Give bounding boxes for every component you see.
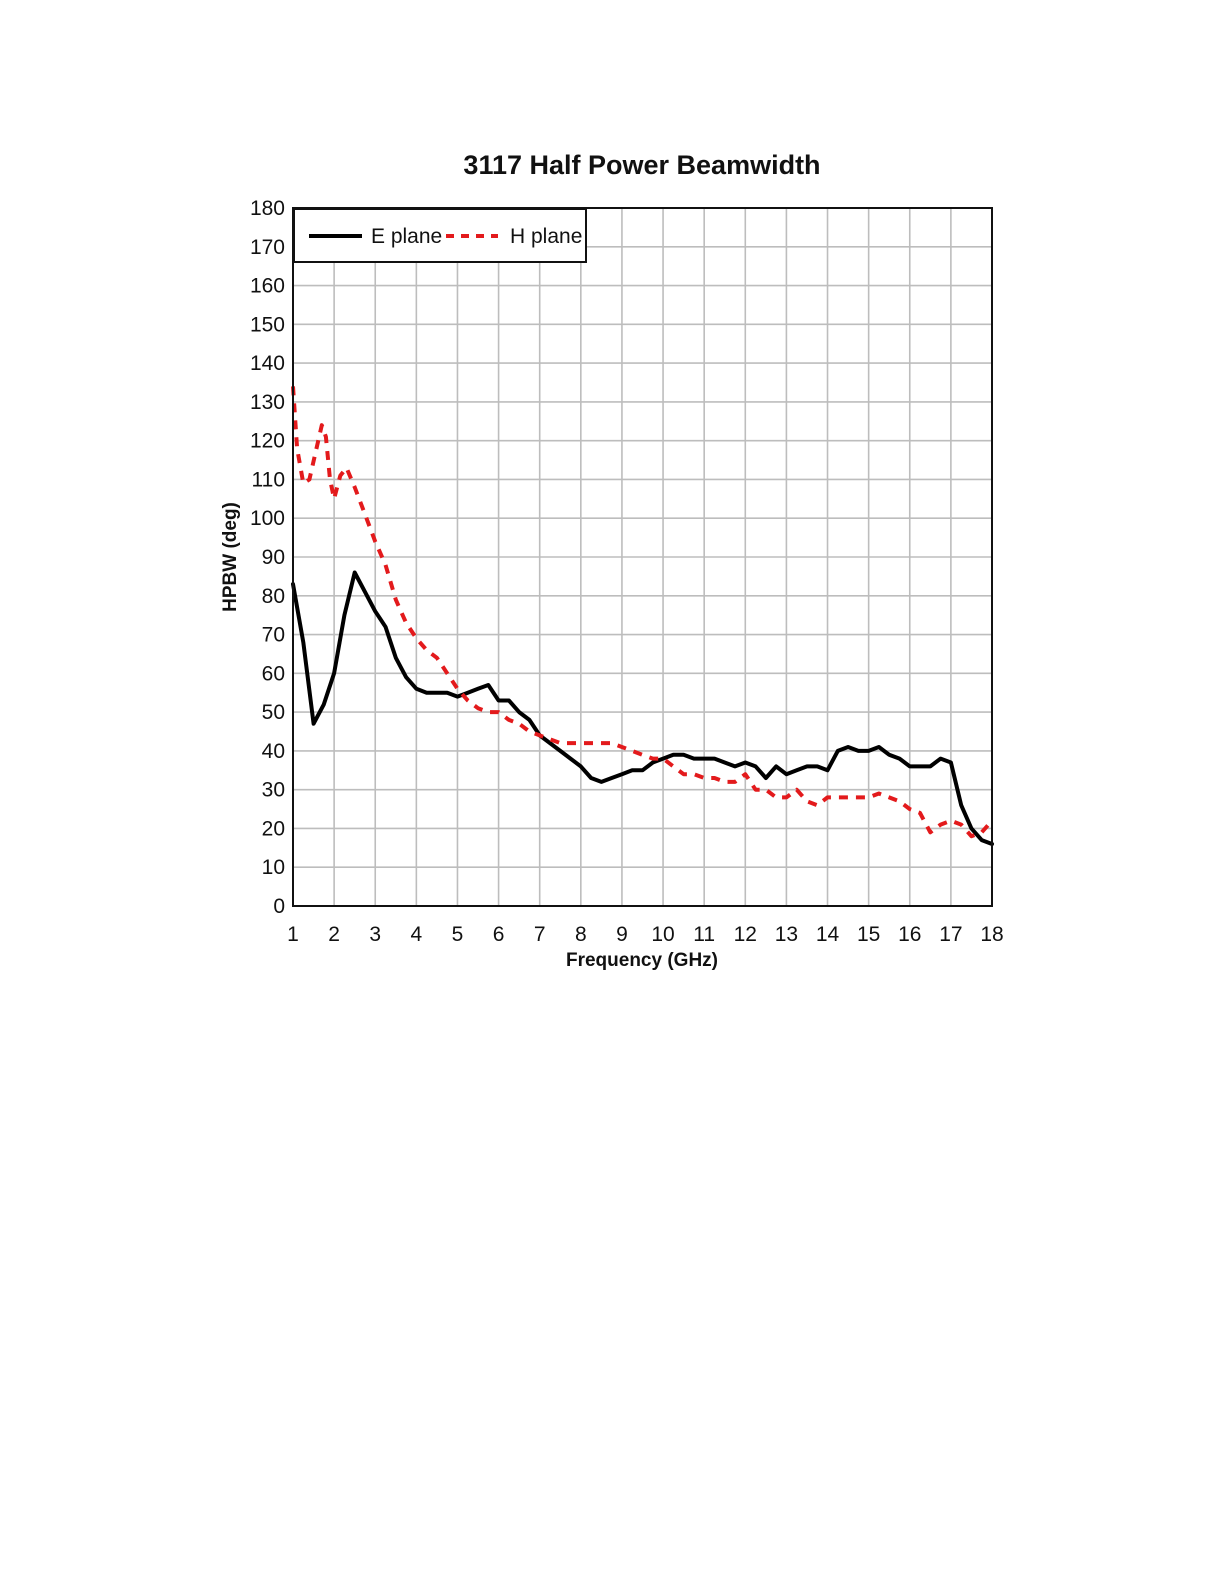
y-tick-label: 100 (250, 507, 285, 530)
x-axis-label: Frequency (GHz) (566, 950, 718, 971)
y-axis-ticks: 0 10 20 30 40 50 60 70 80 90 100 110 120 130 140 150 160… (250, 197, 285, 918)
x-tick-label: 7 (534, 923, 546, 946)
y-tick-label: 10 (262, 856, 285, 879)
x-tick-label: 14 (816, 923, 840, 946)
series-line-e-plane (291, 570, 994, 846)
y-tick-label: 80 (262, 585, 285, 608)
x-tick-label: 11 (693, 923, 715, 946)
x-axis-ticks: 1 2 3 4 5 6 7 8 9 10 11 12 13 14 15 16 17 18 (287, 923, 1004, 946)
grid (292, 207, 993, 907)
chart-title: 3117 Half Power Beamwidth (463, 150, 820, 180)
x-tick-label: 2 (328, 923, 340, 946)
y-tick-label: 20 (262, 817, 285, 840)
legend-h-plane-label: H plane (510, 225, 582, 248)
x-tick-label: 6 (493, 923, 505, 946)
x-tick-label: 15 (857, 923, 880, 946)
y-tick-label: 70 (262, 624, 285, 647)
y-tick-label: 50 (262, 701, 285, 724)
y-tick-label: 40 (262, 740, 285, 763)
x-tick-label: 13 (775, 923, 798, 946)
x-tick-label: 1 (287, 923, 299, 946)
legend: E plane H plane (293, 208, 587, 263)
x-tick-label: 16 (898, 923, 921, 946)
legend-e-plane-label: E plane (371, 225, 442, 248)
y-tick-label: 110 (252, 468, 285, 491)
series-line-h-plane (291, 386, 994, 839)
plot-area-frame (292, 207, 993, 907)
series-layer (291, 386, 994, 846)
x-tick-label: 10 (651, 923, 674, 946)
y-axis-label: HPBW (deg) (220, 502, 241, 612)
y-tick-label: 90 (262, 546, 285, 569)
y-tick-label: 30 (262, 779, 285, 802)
y-tick-label: 140 (250, 352, 285, 375)
y-tick-label: 60 (262, 662, 285, 685)
x-tick-label: 4 (411, 923, 423, 946)
y-tick-label: 130 (250, 391, 285, 414)
x-tick-label: 17 (939, 923, 962, 946)
y-tick-label: 120 (250, 430, 285, 453)
x-tick-label: 5 (452, 923, 464, 946)
y-tick-label: 150 (250, 313, 285, 336)
y-tick-label: 180 (250, 197, 285, 220)
x-tick-label: 18 (980, 923, 1003, 946)
y-tick-label: 170 (250, 236, 285, 259)
x-tick-label: 8 (575, 923, 587, 946)
x-tick-label: 9 (616, 923, 628, 946)
x-tick-label: 12 (734, 923, 757, 946)
y-tick-label: 0 (273, 895, 285, 918)
y-tick-label: 160 (250, 275, 285, 298)
x-tick-label: 3 (369, 923, 381, 946)
